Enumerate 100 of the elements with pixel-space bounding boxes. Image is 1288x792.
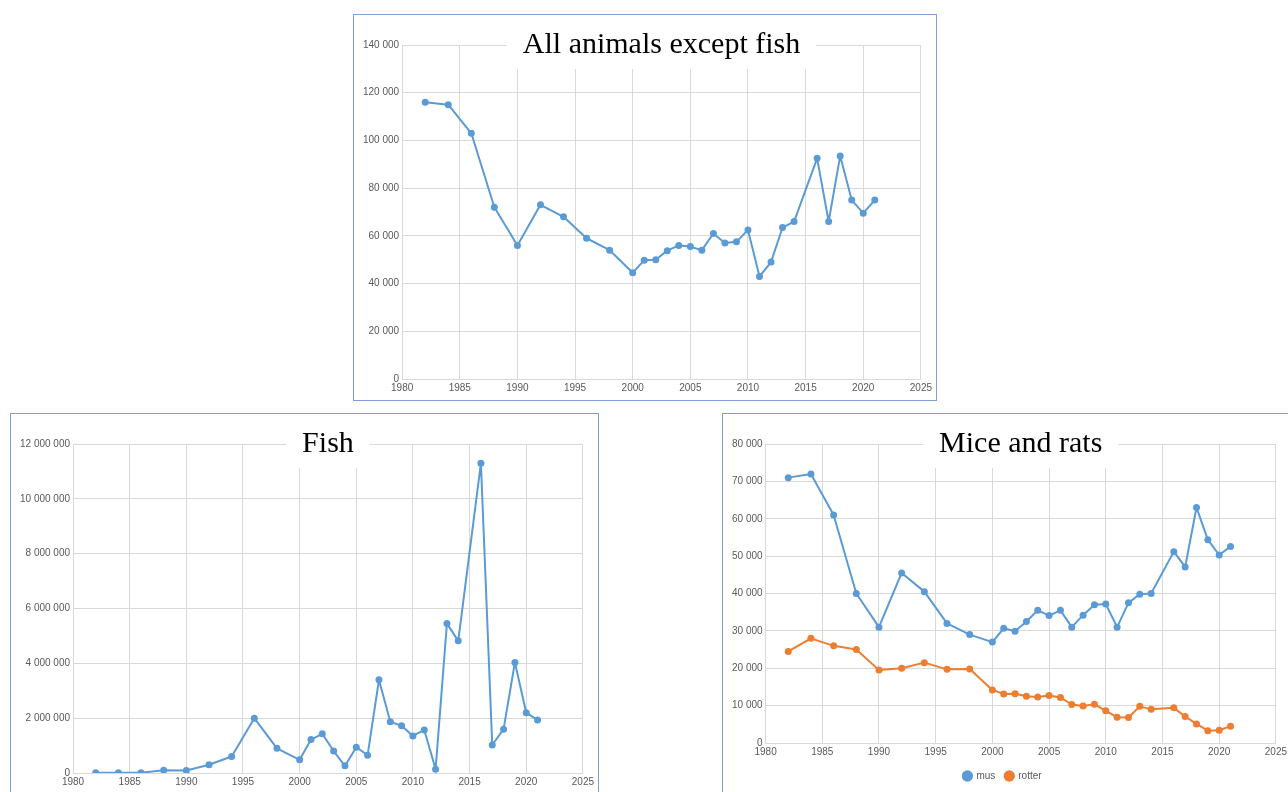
- y-tick-label: 0: [64, 766, 71, 778]
- x-tick-label: 2025: [909, 381, 933, 393]
- x-tick-label: 1980: [61, 775, 85, 787]
- legend-label: mus: [976, 769, 996, 781]
- x-tick-label: 2025: [1264, 745, 1288, 757]
- point: [1000, 690, 1008, 698]
- point: [160, 766, 168, 773]
- point: [1181, 563, 1189, 571]
- point: [813, 154, 821, 162]
- x-tick-label: 2020: [852, 381, 875, 393]
- point: [1124, 599, 1132, 607]
- point: [875, 666, 883, 674]
- point: [488, 741, 496, 749]
- point: [836, 152, 844, 160]
- point: [560, 213, 568, 221]
- point: [744, 226, 752, 234]
- y-tick-label: 60 000: [731, 512, 764, 524]
- point: [966, 631, 974, 639]
- point: [1011, 690, 1019, 698]
- x-tick-label: 2005: [679, 381, 702, 393]
- y-tick-label: 70 000: [731, 475, 764, 487]
- legend-label: rotter: [1018, 769, 1043, 781]
- point: [755, 272, 763, 280]
- point: [534, 716, 542, 724]
- y-tick-label: 10 000: [731, 699, 764, 711]
- x-tick-label: 2020: [515, 775, 538, 787]
- point: [1090, 601, 1098, 609]
- point: [920, 659, 928, 667]
- point: [1022, 618, 1030, 626]
- y-tick-label: 100 000: [362, 134, 400, 146]
- point: [1045, 612, 1053, 620]
- point: [477, 459, 485, 467]
- point: [467, 129, 475, 137]
- x-tick-label: 1985: [118, 775, 142, 787]
- x-tick-label: 2005: [1037, 745, 1061, 757]
- point: [1090, 700, 1098, 708]
- x-tick-label: 2000: [621, 381, 645, 393]
- point: [721, 239, 729, 247]
- point: [606, 246, 614, 254]
- point: [779, 224, 787, 232]
- point: [444, 101, 452, 109]
- x-tick-label: 1980: [391, 381, 414, 393]
- x-tick-label: 1990: [175, 775, 198, 787]
- point: [1147, 705, 1155, 713]
- point: [432, 765, 440, 773]
- point: [1136, 590, 1144, 598]
- y-tick-label: 2 000 000: [25, 711, 71, 723]
- point: [732, 238, 740, 246]
- point: [1193, 720, 1200, 728]
- point: [454, 637, 462, 645]
- point: [784, 474, 792, 482]
- y-tick-label: 30 000: [731, 624, 764, 636]
- x-tick-label: 2010: [1094, 745, 1118, 757]
- point: [675, 241, 683, 249]
- point: [825, 218, 833, 226]
- x-tick-label: 2015: [794, 381, 818, 393]
- point: [875, 623, 883, 631]
- point: [513, 241, 521, 249]
- point: [943, 665, 951, 673]
- point: [686, 243, 694, 251]
- point: [848, 196, 856, 204]
- point: [307, 736, 315, 744]
- point: [250, 714, 258, 722]
- point: [988, 638, 996, 646]
- chart-title: Fish: [302, 424, 354, 458]
- point: [852, 590, 860, 597]
- y-tick-label: 40 000: [731, 587, 764, 599]
- y-tick-label: 140 000: [362, 38, 400, 50]
- point: [228, 753, 236, 761]
- x-tick-label: 2005: [345, 775, 368, 787]
- x-tick-label: 2000: [981, 745, 1004, 757]
- point: [1170, 548, 1178, 556]
- x-tick-label: 1995: [924, 745, 948, 757]
- point: [1124, 714, 1132, 722]
- point: [784, 647, 792, 655]
- point: [490, 203, 498, 211]
- y-tick-label: 80 000: [368, 181, 400, 193]
- x-tick-label: 1990: [506, 381, 529, 393]
- y-tick-label: 40 000: [368, 277, 400, 289]
- point: [1193, 504, 1200, 512]
- x-tick-label: 2010: [401, 775, 425, 787]
- y-tick-label: 4 000 000: [25, 657, 71, 669]
- point: [386, 718, 394, 726]
- x-tick-label: 2025: [571, 775, 595, 787]
- y-tick-label: 8 000 000: [25, 547, 71, 559]
- point: [920, 588, 928, 596]
- x-tick-label: 2015: [1151, 745, 1175, 757]
- point: [1227, 542, 1235, 550]
- y-tick-label: 6 000 000: [25, 602, 71, 614]
- point: [663, 247, 671, 255]
- point: [830, 642, 838, 650]
- point: [583, 234, 591, 242]
- point: [1227, 722, 1235, 730]
- x-tick-label: 1985: [448, 381, 472, 393]
- point: [330, 747, 338, 755]
- point: [1068, 623, 1076, 631]
- point: [698, 246, 706, 254]
- point: [1068, 701, 1076, 708]
- point: [522, 709, 530, 717]
- point: [409, 732, 417, 740]
